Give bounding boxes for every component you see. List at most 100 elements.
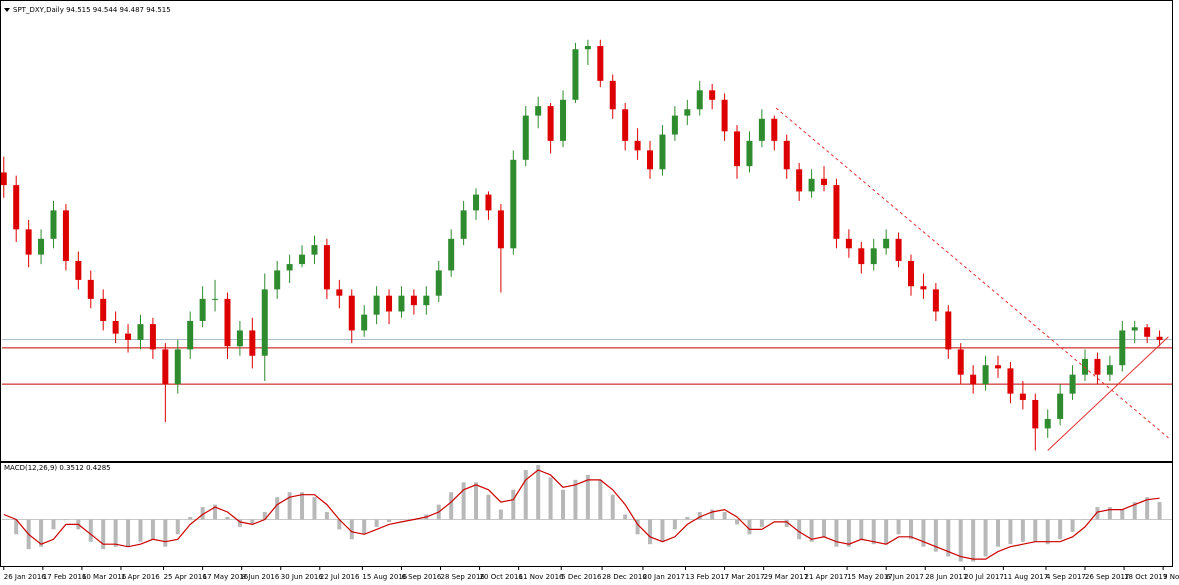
macd-histogram-bar [660, 519, 665, 542]
x-tick-label: 7 Mar 2017 [725, 573, 765, 581]
candle-body [597, 46, 604, 81]
macd-histogram-bar [374, 519, 379, 527]
macd-histogram-bar [958, 519, 963, 562]
macd-histogram-bar [1095, 507, 1100, 520]
macd-histogram-bar [312, 497, 317, 520]
candle-body [982, 365, 989, 385]
candle-body [584, 46, 591, 50]
candle-body [398, 295, 405, 312]
candle-body [0, 172, 7, 186]
candle-body [1082, 358, 1089, 375]
x-tick-label: 26 Jan 2016 [4, 573, 47, 581]
macd-histogram-bar [536, 465, 541, 520]
macd-histogram-bar [275, 497, 280, 520]
macd-histogram-bar [449, 492, 454, 520]
macd-signal-line [3, 469, 1160, 560]
macd-histogram-bar [300, 492, 305, 520]
candle-body [174, 349, 181, 385]
macd-histogram-bar [1157, 502, 1162, 520]
candle-body [299, 254, 306, 265]
x-tick-label: 6 Sep 2016 [401, 573, 441, 581]
x-tick-label: 15 May 2017 [847, 573, 893, 581]
x-tick-label: 28 Sep 2016 [441, 573, 486, 581]
x-tick-label: 26 Sep 2017 [1085, 573, 1129, 581]
macd-histogram-bar [759, 519, 764, 527]
x-tick-label: 11 Aug 2017 [1003, 573, 1048, 581]
candle-body [460, 210, 467, 239]
x-tick-label: 28 Dec 2016 [602, 573, 647, 581]
candle-body [1032, 399, 1039, 429]
macd-histogram-bar [871, 519, 876, 545]
candle-body [721, 99, 728, 132]
macd-histogram-bar [896, 519, 901, 535]
candle-body [473, 194, 480, 211]
macd-histogram-bar [1145, 497, 1150, 520]
candle-body [957, 349, 964, 375]
candle-body [684, 109, 691, 116]
macd-histogram-bar [623, 514, 628, 520]
candle-body [187, 320, 194, 350]
macd-histogram-bar [63, 519, 68, 520]
candle-body [783, 140, 790, 170]
candle-body [348, 295, 355, 331]
candle-body [883, 238, 890, 249]
macd-histogram-bar [735, 519, 740, 525]
x-tick-label: 18 Oct 2017 [1124, 573, 1167, 581]
candle-body [25, 229, 32, 255]
collapse-icon[interactable] [4, 8, 10, 12]
macd-histogram-bar [362, 519, 367, 535]
candle-body [1106, 365, 1113, 375]
macd-histogram-bar [784, 519, 789, 527]
macd-histogram-bar [797, 519, 802, 540]
x-tick-label: 6 Jun 2017 [886, 573, 924, 581]
candle-body [945, 311, 952, 350]
macd-histogram-bar [710, 509, 715, 520]
candle-body [1019, 393, 1026, 400]
x-tick-label: 22 Jul 2016 [320, 573, 360, 581]
macd-histogram-bar [933, 519, 938, 552]
candle-body [13, 185, 20, 230]
x-tick-label: 10 Mar 2016 [82, 573, 127, 581]
candle-body [659, 134, 666, 170]
macd-histogram-bar [175, 519, 180, 535]
x-tick-label: 20 Oct 2016 [480, 573, 524, 581]
macd-histogram-bar [859, 519, 864, 540]
candle-body [286, 264, 293, 271]
macd-histogram-bar [822, 519, 827, 537]
candle-body [1069, 374, 1076, 394]
candle-body [423, 295, 430, 306]
candle-body [535, 106, 542, 116]
candle-body [821, 178, 828, 186]
macd-histogram-bar [834, 519, 839, 547]
x-tick-label: 17 May 2016 [203, 573, 249, 581]
macd-histogram-bar [610, 494, 615, 520]
candle-body [908, 260, 915, 287]
macd-histogram-bar [1107, 507, 1112, 520]
x-tick-label: 4 Sep 2017 [1046, 573, 1086, 581]
x-tick-label: 5 Dec 2016 [561, 573, 602, 581]
candle-body [522, 115, 529, 160]
candle-body [1044, 418, 1051, 429]
macd-histogram-bar [498, 509, 503, 520]
macd-histogram-bar [672, 519, 677, 530]
macd-histogram-bar [349, 519, 354, 540]
candle-body [311, 245, 318, 255]
candle-body [485, 194, 492, 211]
macd-histogram-bar [39, 519, 44, 547]
candle-body [1131, 327, 1138, 331]
x-tick-label: 1 Apr 2016 [121, 573, 160, 581]
candle-body [448, 238, 455, 271]
candle-body [845, 238, 852, 249]
macd-histogram-bar [635, 519, 640, 535]
candle-body [609, 80, 616, 110]
candle-body [932, 289, 939, 312]
candle-body [734, 131, 741, 167]
macd-histogram-bar [225, 516, 230, 520]
candle-body [361, 314, 368, 331]
candle-body [1119, 330, 1126, 366]
candle-body [858, 248, 865, 265]
macd-histogram-bar [262, 512, 267, 520]
candle-body [137, 324, 144, 340]
candle-body [560, 99, 567, 141]
